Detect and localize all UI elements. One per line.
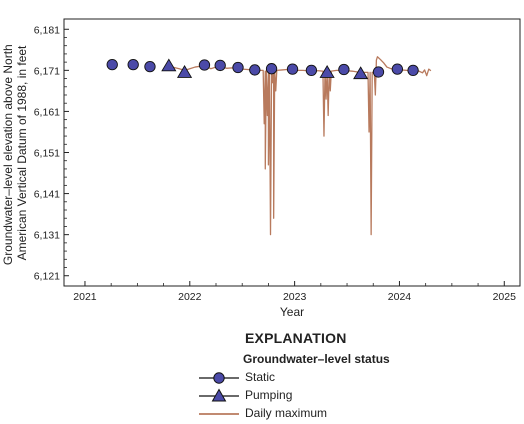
legend-heading: EXPLANATION xyxy=(245,330,347,346)
static-point xyxy=(249,64,261,76)
legend: EXPLANATION Groundwater–level status Sta… xyxy=(195,330,435,423)
y-axis-title-line-2: American Vertical Datum of 1988, in feet xyxy=(15,45,29,260)
pumping-point xyxy=(176,65,193,78)
static-point xyxy=(144,60,156,73)
legend-label-daily-maximum: Daily maximum xyxy=(245,406,328,420)
pumping-point xyxy=(161,58,177,72)
x-tick-label: 2025 xyxy=(493,291,517,303)
static-point xyxy=(214,59,226,72)
x-tick-label: 2023 xyxy=(283,291,307,303)
legend-label-static: Static xyxy=(245,370,276,384)
daily-maximum-line xyxy=(168,56,432,236)
legend-item-daily-maximum: Daily maximum xyxy=(195,405,435,423)
y-tick-label: 6,131 xyxy=(34,230,60,242)
legend-subheading: Groundwater–level status xyxy=(243,352,390,366)
pumping-point xyxy=(353,66,369,80)
y-tick-label: 6,151 xyxy=(34,148,60,160)
legend-item-static: Static xyxy=(195,369,435,387)
circle-marker-icon xyxy=(199,372,239,384)
y-tick-label: 6,121 xyxy=(34,271,60,283)
y-tick-label: 6,141 xyxy=(34,189,60,201)
x-axis-title: Year xyxy=(280,305,304,319)
static-point xyxy=(198,59,211,71)
daily-maximum-series xyxy=(168,56,432,236)
legend-item-pumping: Pumping xyxy=(195,387,435,405)
static-point xyxy=(407,64,419,76)
static-point xyxy=(372,66,385,78)
static-point xyxy=(232,61,244,74)
static-point xyxy=(305,64,318,76)
x-tick-label: 2024 xyxy=(388,291,412,303)
y-axis-ticks: 6,121 6,131 6,141 6,151 6,161 6,171 6,181 xyxy=(34,24,69,283)
y-tick-label: 6,181 xyxy=(34,24,60,36)
x-tick-label: 2021 xyxy=(73,291,97,303)
static-point xyxy=(127,58,139,71)
line-swatch-icon xyxy=(199,413,239,415)
legend-label-pumping: Pumping xyxy=(245,388,293,402)
y-axis-title-line-1: Groundwater–level elevation above North xyxy=(1,44,15,265)
static-point xyxy=(265,63,278,75)
triangle-marker-icon xyxy=(199,388,239,402)
x-tick-label: 2022 xyxy=(178,291,202,303)
static-point xyxy=(391,63,404,75)
y-axis-title: Groundwater–level elevation above North … xyxy=(1,41,29,265)
static-point xyxy=(338,63,350,76)
static-point xyxy=(106,58,118,71)
pumping-point xyxy=(319,65,335,78)
x-axis-ticks: 2021 2022 2023 2024 2025 xyxy=(73,281,516,303)
y-tick-label: 6,161 xyxy=(34,106,60,118)
y-tick-label: 6,171 xyxy=(34,65,60,77)
marker-series xyxy=(106,58,419,80)
static-point xyxy=(286,63,299,75)
